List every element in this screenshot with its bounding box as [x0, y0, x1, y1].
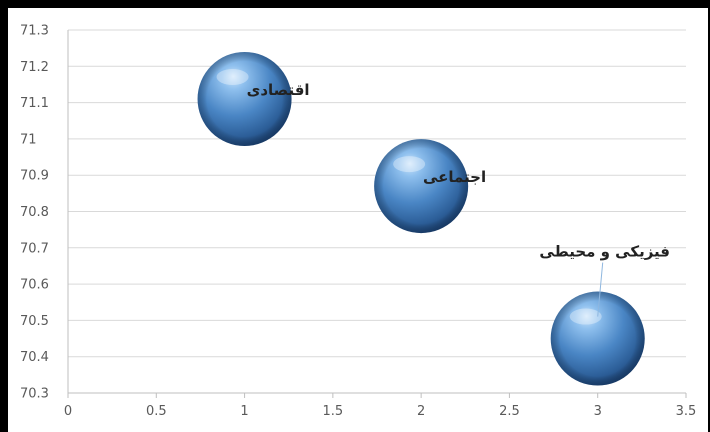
x-tick-label: 2.5	[499, 404, 520, 419]
bubble-highlight	[216, 68, 249, 85]
y-tick-label: 70.8	[20, 205, 49, 220]
x-tick-label: 3.5	[676, 404, 697, 419]
bubble-series: اقتصادی اجتماعی فیزیکی و محیطی	[197, 51, 670, 386]
bubble-shade	[374, 139, 469, 234]
data-label: اقتصادی	[247, 81, 310, 99]
x-tick-label: 1.5	[323, 404, 344, 419]
x-tick-label: 3	[594, 404, 602, 419]
x-tick-label: 1	[240, 404, 248, 419]
y-tick-label: 70.9	[20, 169, 49, 184]
y-tick-label: 71	[20, 132, 37, 147]
y-tick-label: 70.7	[20, 241, 49, 256]
bubble-shade	[550, 291, 645, 386]
data-label: فیزیکی و محیطی	[539, 243, 670, 261]
x-tick-label: 0.5	[146, 404, 167, 419]
x-tick-label: 2	[417, 404, 425, 419]
gridlines	[68, 29, 686, 358]
x-axis-ticks: 0 0.5 1 1.5 2 2.5 3 3.5	[64, 393, 696, 419]
axes	[67, 30, 686, 394]
y-tick-label: 70.5	[20, 314, 49, 329]
x-tick-label: 0	[64, 404, 72, 419]
y-tick-label: 71.3	[20, 24, 49, 39]
y-tick-label: 70.3	[20, 387, 49, 402]
bubble-highlight	[569, 308, 602, 325]
y-tick-label: 70.4	[20, 350, 49, 365]
y-tick-label: 70.6	[20, 278, 49, 293]
bubble-highlight	[393, 156, 426, 173]
y-tick-label: 71.1	[20, 96, 49, 111]
bubble-shade	[197, 51, 292, 146]
data-label: اجتماعی	[423, 168, 486, 186]
y-axis-ticks: 70.3 70.4 70.5 70.6 70.7 70.8 70.9 71 71.1 71.2 71…	[20, 24, 49, 402]
leader-line	[597, 262, 604, 317]
y-tick-label: 71.2	[20, 60, 49, 75]
